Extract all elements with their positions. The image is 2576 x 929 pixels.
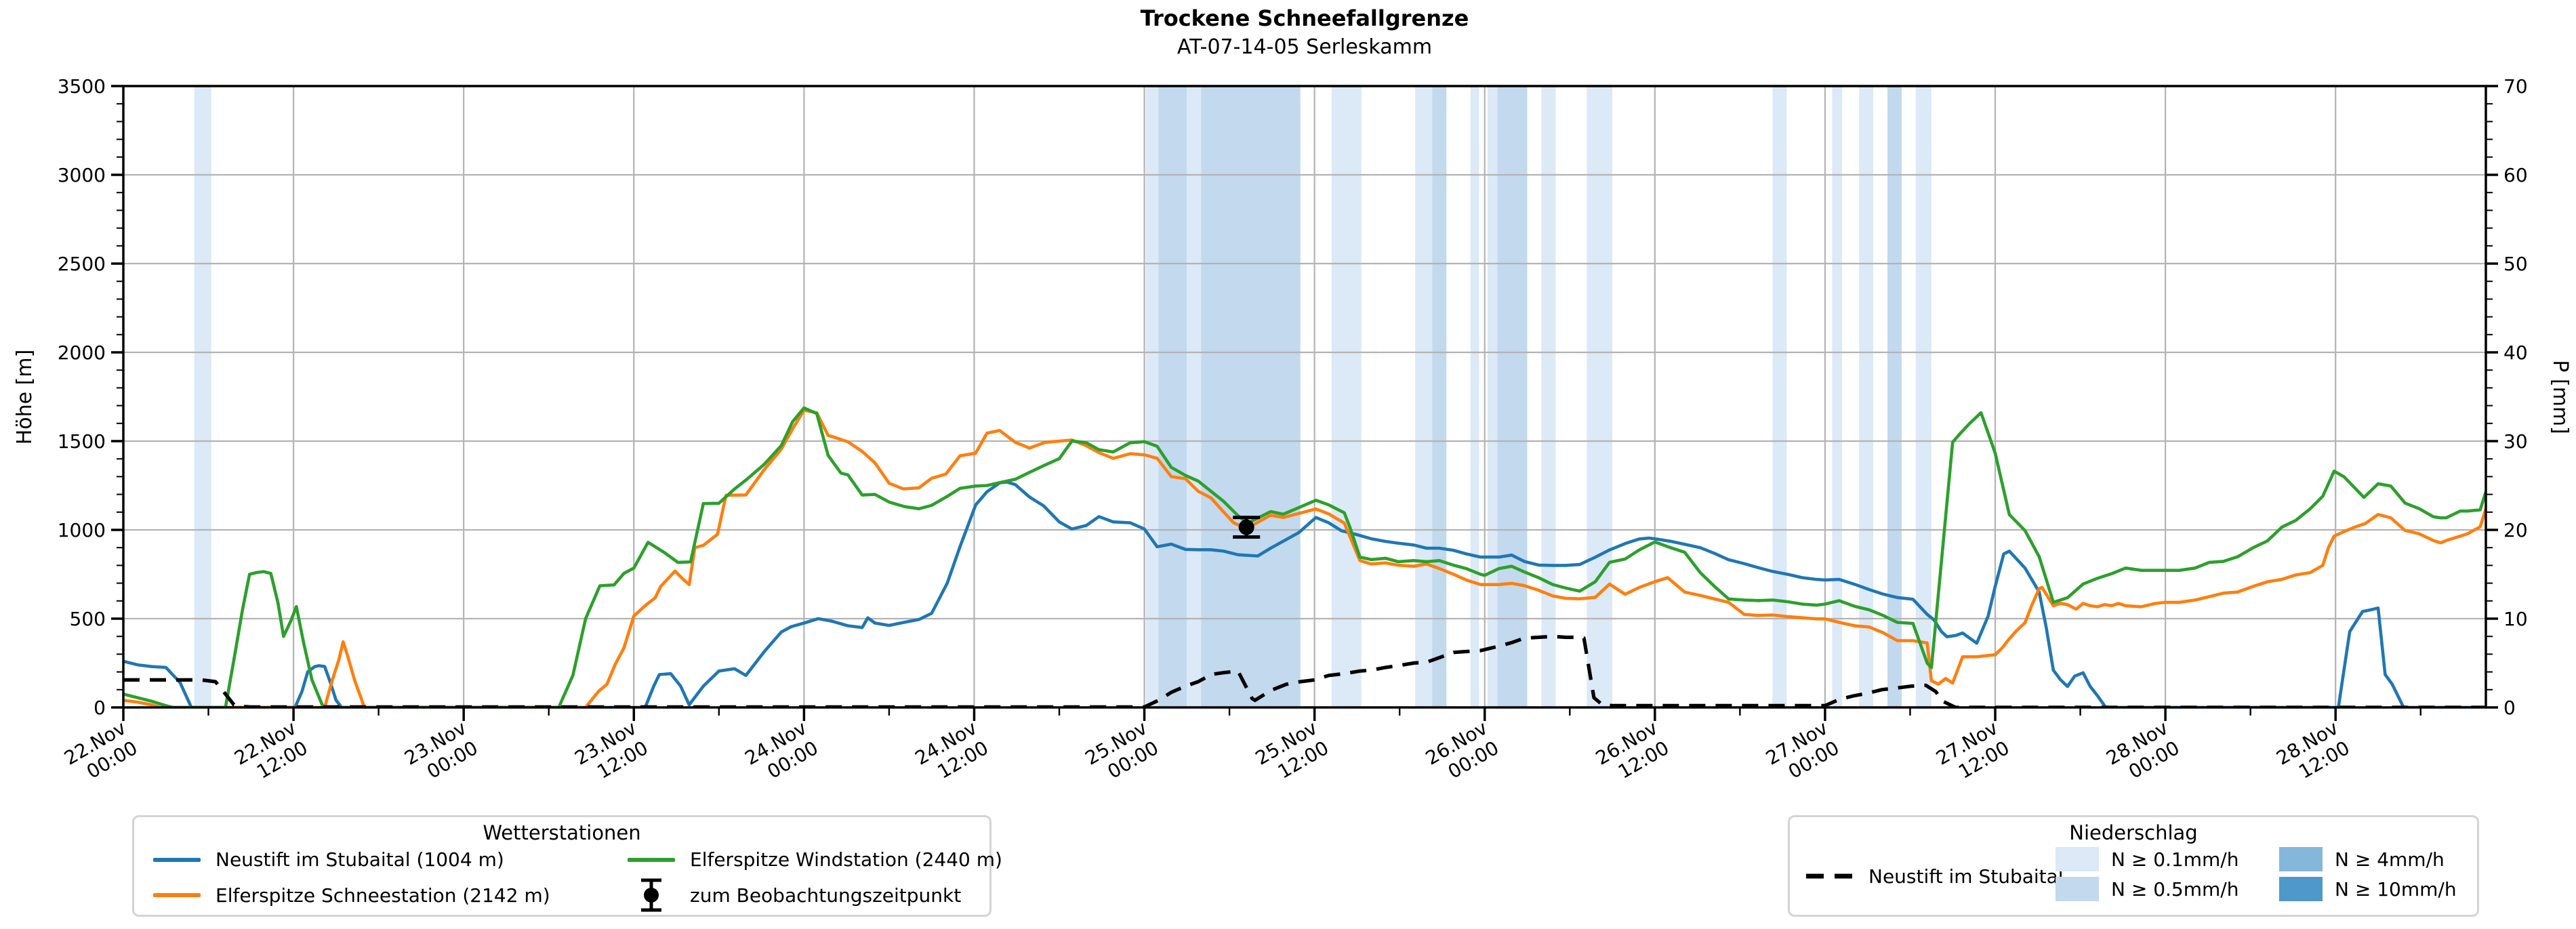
svg-text:3500: 3500 (58, 75, 106, 98)
svg-text:3000: 3000 (58, 164, 106, 186)
svg-text:40: 40 (2503, 342, 2528, 364)
svg-text:0: 0 (2503, 697, 2516, 719)
series-line-1 (123, 409, 2486, 707)
chart-title: Trockene Schneefallgrenze (1140, 5, 1469, 31)
svg-text:30: 30 (2503, 430, 2528, 453)
legend-item-label: N ≥ 4mm/h (2335, 848, 2445, 871)
precip-bands (194, 86, 1931, 707)
windstation-line-swatch (628, 857, 675, 862)
band-swatch-05 (2056, 877, 2099, 901)
svg-text:50: 50 (2503, 253, 2528, 275)
svg-text:2500: 2500 (58, 253, 106, 275)
legend-item-precip-line: Neustift im Stubaital (1806, 847, 2064, 901)
svg-text:20: 20 (2503, 519, 2528, 541)
svg-text:10: 10 (2503, 608, 2528, 630)
dashed-line-swatch (1806, 873, 1854, 879)
svg-text:0: 0 (94, 697, 106, 719)
svg-text:1000: 1000 (58, 519, 106, 541)
legend-item-n01: N ≥ 0.1mm/h (2056, 847, 2279, 871)
legend-item-n10: N ≥ 10mm/h (2279, 877, 2476, 901)
legend-item-n4: N ≥ 4mm/h (2279, 847, 2476, 871)
series-line-0 (123, 480, 2486, 707)
svg-text:2000: 2000 (58, 342, 106, 364)
legend-item-label: Neustift im Stubaital (1868, 865, 2064, 888)
schneestation-line-swatch (153, 893, 201, 897)
band-swatch-10 (2279, 877, 2323, 901)
chart-subtitle: AT-07-14-05 Serleskamm (1177, 35, 1433, 59)
y-axis-label-right: P [mm] (2548, 360, 2572, 434)
legend-item-label: N ≥ 0.1mm/h (2111, 848, 2239, 871)
legend-item-label: Elferspitze Schneestation (2142 m) (216, 884, 550, 907)
legend-stations: Wetterstationen Neustift im Stubaital (1… (132, 815, 1002, 917)
legend-precip-title: Niederschlag (2069, 821, 2198, 844)
legend-item-schneestation: Elferspitze Schneestation (2142 m) (153, 876, 628, 914)
y-axis-label-left: Höhe [m] (13, 350, 37, 445)
series-line-2 (123, 406, 2486, 707)
plot-border (122, 85, 2487, 709)
legend-item-windstation: Elferspitze Windstation (2440 m) (628, 848, 1002, 871)
legend-item-n05: N ≥ 0.5mm/h (2056, 877, 2279, 901)
legend-stations-title: Wetterstationen (483, 821, 641, 844)
legend-item-label: N ≥ 0.5mm/h (2111, 878, 2239, 901)
legend-item-label: N ≥ 10mm/h (2335, 878, 2457, 901)
svg-text:60: 60 (2503, 164, 2528, 186)
legend-item-observation: zum Beobachtungszeitpunkt (628, 876, 1002, 914)
svg-text:1500: 1500 (58, 430, 106, 453)
observation-marker (1233, 516, 1261, 539)
legend-item-neustift: Neustift im Stubaital (1004 m) (153, 848, 628, 871)
gridlines (122, 86, 2486, 707)
neustift-line-swatch (153, 857, 201, 862)
band-swatch-01 (2056, 847, 2099, 871)
precip-dashed-line (123, 634, 2486, 707)
svg-text:500: 500 (70, 608, 106, 630)
observation-marker-icon (641, 878, 661, 912)
svg-text:70: 70 (2503, 75, 2528, 98)
legend-precip: Niederschlag Neustift im Stubaital N ≥ 0… (1788, 815, 2479, 917)
band-swatch-4 (2279, 847, 2323, 871)
legend-item-label: Neustift im Stubaital (1004 m) (216, 848, 504, 871)
axis-ticks (111, 85, 2498, 721)
legend-item-label: Elferspitze Windstation (2440 m) (690, 848, 1002, 871)
legend-item-label: zum Beobachtungszeitpunkt (690, 884, 962, 907)
